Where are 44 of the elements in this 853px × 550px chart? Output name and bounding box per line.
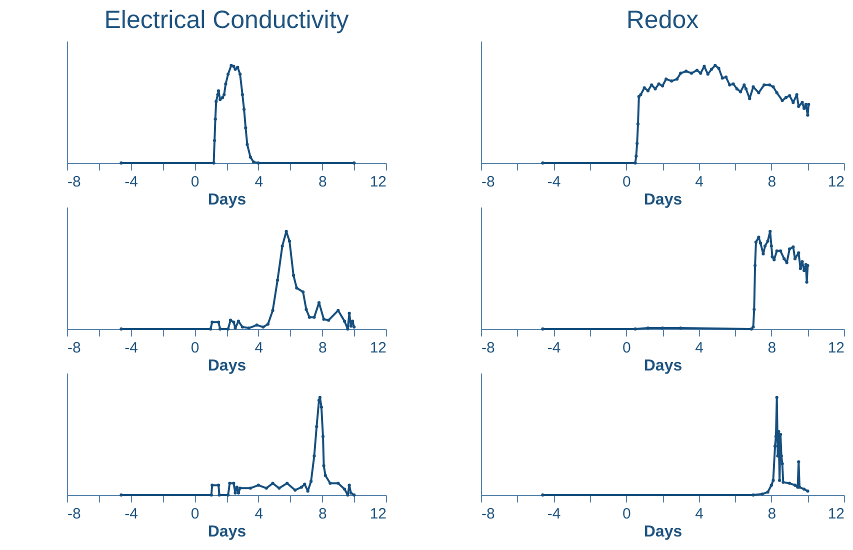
x-tick-label: 4	[695, 174, 704, 190]
x-axis-title: Days	[644, 358, 682, 374]
x-tick-label: 8	[768, 174, 776, 190]
x-tick-label: -4	[124, 174, 138, 190]
x-tick-label: -4	[547, 506, 561, 522]
x-tick-label: 4	[254, 340, 264, 356]
x-tick-label: -8	[482, 174, 495, 190]
x-axis-title: Days	[208, 192, 246, 208]
x-tick-label: 0	[190, 506, 200, 522]
x-tick-label: 4	[254, 506, 264, 522]
x-tick-label: 12	[370, 174, 386, 190]
x-tick-label: 4	[695, 340, 704, 356]
x-tick-label: 12	[370, 340, 386, 356]
x-tick-label: -4	[547, 340, 561, 356]
x-tick-label: 0	[622, 174, 631, 190]
x-tick-label: 8	[318, 340, 327, 356]
x-tick-label: -8	[482, 506, 495, 522]
x-tick-label: 12	[828, 506, 844, 522]
x-tick-label: 8	[318, 506, 327, 522]
x-tick-label: 8	[768, 506, 776, 522]
x-tick-label: -8	[68, 174, 81, 190]
chart-title: Redox	[626, 6, 700, 34]
x-axis-title: Days	[208, 358, 246, 374]
chart-title: Electrical Conductivity	[104, 6, 350, 34]
x-tick-label: -4	[124, 506, 138, 522]
x-axis-title: Days	[644, 524, 682, 540]
x-tick-label: 0	[190, 340, 200, 356]
x-tick-label: 4	[254, 174, 264, 190]
x-tick-label: 0	[622, 340, 631, 356]
x-tick-label: -8	[482, 340, 495, 356]
x-tick-label: 12	[828, 174, 844, 190]
x-tick-label: 4	[695, 506, 704, 522]
x-tick-label: 12	[828, 340, 844, 356]
x-tick-label: -8	[68, 340, 81, 356]
x-tick-label: 0	[190, 174, 200, 190]
x-axis-title: Days	[208, 524, 246, 540]
x-tick-label: -4	[547, 174, 561, 190]
x-tick-label: 12	[370, 506, 386, 522]
x-tick-label: 8	[318, 174, 327, 190]
x-tick-label: 0	[622, 506, 631, 522]
x-axis-title: Days	[644, 192, 682, 208]
x-tick-label: -4	[124, 340, 138, 356]
x-tick-label: 8	[768, 340, 776, 356]
x-tick-label: -8	[68, 506, 81, 522]
